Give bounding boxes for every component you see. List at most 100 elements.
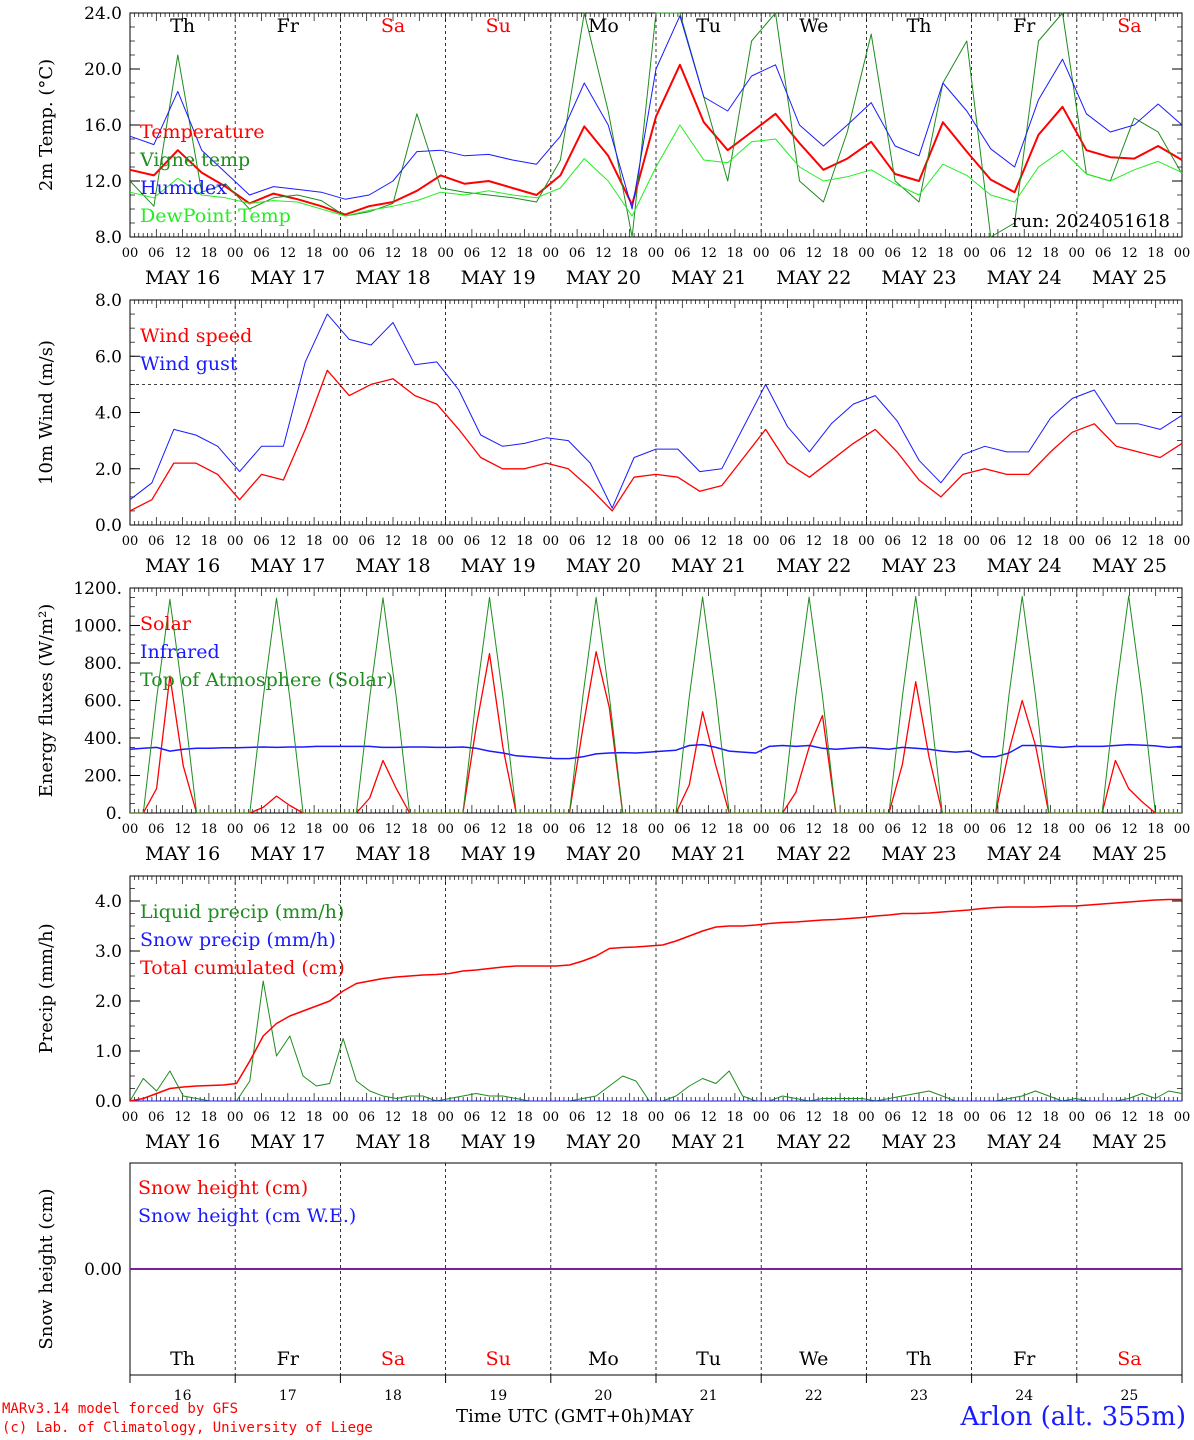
x-hour-label: 18: [832, 822, 849, 837]
x-hour-label: 06: [884, 246, 901, 261]
x-day-label: MAY 17: [250, 843, 325, 865]
x-hour-label: 00: [332, 534, 349, 549]
weekday-label: Su: [486, 15, 511, 37]
x-hour-label: 06: [358, 246, 375, 261]
x-hour-label: 18: [306, 1110, 323, 1125]
x-hour-label: 18: [516, 246, 533, 261]
x-hour-label: 06: [779, 822, 796, 837]
x-hour-label: 12: [1121, 246, 1138, 261]
credit-line-2: (c) Lab. of Climatology, University of L…: [2, 1420, 373, 1436]
x-hour-label: 12: [806, 534, 823, 549]
weekday-label: Fr: [1013, 15, 1036, 37]
legend-entry: Humidex: [140, 177, 227, 199]
x-hour-label: 18: [411, 822, 428, 837]
x-hour-label: 00: [332, 822, 349, 837]
legend-entry: Liquid precip (mm/h): [140, 901, 344, 923]
x-hour-label: 00: [437, 534, 454, 549]
weekday-label: Tu: [696, 15, 721, 37]
x-hour-label: 00: [648, 534, 665, 549]
y-tick-label: 8.0: [95, 291, 122, 311]
x-hour-label: 12: [174, 246, 191, 261]
time-axis-label: Time UTC (GMT+0h)MAY: [456, 1406, 693, 1427]
x-hour-label: 06: [148, 822, 165, 837]
x-hour-label: 18: [516, 1110, 533, 1125]
series-line-humidex: [129, 15, 1183, 210]
plot-frame-temperature: [129, 12, 1183, 238]
x-hour-label: 18: [201, 534, 218, 549]
x-day-label: MAY 25: [1092, 1131, 1167, 1153]
x-hour-label: 00: [858, 534, 875, 549]
x-hour-label: 06: [358, 822, 375, 837]
x-hour-label: 06: [1095, 246, 1112, 261]
x-hour-label: 06: [569, 822, 586, 837]
legend-entry: Temperature: [140, 121, 264, 143]
x-hour-label: 06: [358, 1110, 375, 1125]
y-tick-label: 4.0: [95, 892, 122, 912]
day-number-label: 16: [174, 1388, 192, 1404]
x-day-label: MAY 19: [461, 1131, 536, 1153]
weekday-label: Th: [907, 15, 932, 37]
series-line-dewpoint-temp: [129, 124, 1183, 217]
x-hour-label: 12: [595, 1110, 612, 1125]
legend-entry: Vigne temp: [139, 149, 250, 171]
x-hour-label: 00: [543, 1110, 560, 1125]
x-day-label: MAY 23: [881, 1131, 956, 1153]
x-day-label: MAY 17: [250, 1131, 325, 1153]
x-day-label: MAY 16: [145, 1131, 220, 1153]
y-tick-label: 6.0: [95, 347, 122, 367]
x-day-label: MAY 23: [881, 267, 956, 289]
x-hour-label: 06: [990, 822, 1007, 837]
x-hour-label: 18: [727, 822, 744, 837]
x-hour-label: 18: [1147, 246, 1164, 261]
x-day-label: MAY 18: [355, 267, 430, 289]
x-day-label: MAY 23: [881, 555, 956, 577]
x-hour-label: 00: [227, 246, 244, 261]
y-tick-label: 200.: [84, 767, 122, 787]
y-tick-label: 0.0: [95, 516, 122, 536]
weekday-label: Tu: [696, 1348, 721, 1370]
x-hour-label: 12: [806, 1110, 823, 1125]
x-hour-label: 12: [1121, 1110, 1138, 1125]
x-hour-label: 12: [700, 822, 717, 837]
month-label: MAY: [650, 1406, 694, 1427]
x-day-label: MAY 17: [250, 267, 325, 289]
station-name: Arlon (alt. 355m): [960, 1402, 1186, 1432]
legend-entry: Wind speed: [140, 325, 252, 347]
x-hour-label: 18: [727, 246, 744, 261]
x-day-label: MAY 20: [566, 555, 641, 577]
x-hour-label: 18: [832, 246, 849, 261]
x-hour-label: 06: [1095, 822, 1112, 837]
x-hour-label: 00: [1174, 1110, 1191, 1125]
y-axis-title: Snow height (cm): [36, 1188, 57, 1349]
day-number-label: 21: [700, 1388, 718, 1404]
x-hour-label: 06: [148, 1110, 165, 1125]
x-hour-label: 12: [700, 534, 717, 549]
x-hour-label: 12: [1121, 822, 1138, 837]
x-hour-label: 00: [437, 822, 454, 837]
x-hour-label: 18: [727, 534, 744, 549]
x-hour-label: 00: [648, 246, 665, 261]
x-hour-label: 00: [227, 822, 244, 837]
x-day-label: MAY 22: [776, 1131, 851, 1153]
x-hour-label: 18: [621, 246, 638, 261]
x-hour-label: 06: [148, 246, 165, 261]
run-annotation: run: 2024051618: [1012, 211, 1170, 232]
x-hour-label: 18: [937, 534, 954, 549]
y-tick-label: 24.0: [84, 4, 122, 24]
y-tick-label: 400.: [84, 729, 122, 749]
x-hour-label: 18: [832, 534, 849, 549]
x-hour-label: 06: [253, 246, 270, 261]
x-hour-label: 18: [621, 1110, 638, 1125]
legend-entry: Wind gust: [140, 353, 238, 375]
x-hour-label: 06: [779, 246, 796, 261]
series-line-wind-speed: [129, 369, 1183, 512]
x-day-label: MAY 20: [566, 843, 641, 865]
x-hour-label: 06: [464, 534, 481, 549]
x-hour-label: 12: [595, 822, 612, 837]
x-day-label: MAY 21: [671, 1131, 746, 1153]
weekday-label: Th: [170, 15, 195, 37]
x-hour-label: 00: [1174, 534, 1191, 549]
plot-frame-wind: [129, 299, 1183, 526]
x-hour-label: 18: [201, 1110, 218, 1125]
